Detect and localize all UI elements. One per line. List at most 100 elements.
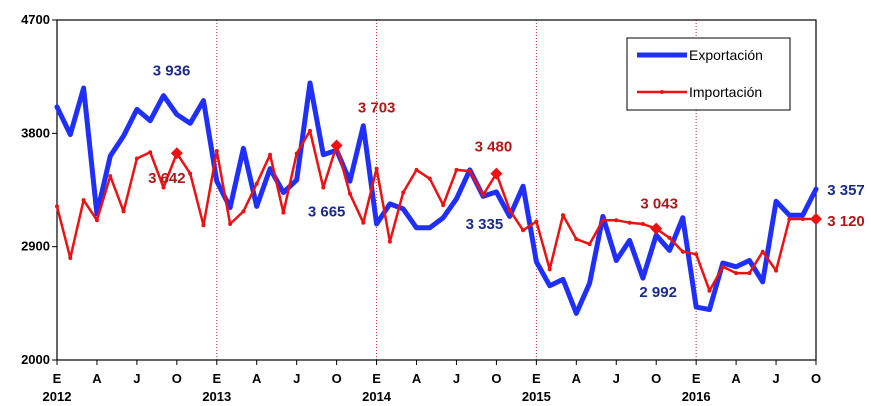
- data-label: 3 357: [827, 182, 865, 199]
- data-label: 3 480: [475, 139, 513, 156]
- data-point-importacion: [387, 239, 392, 244]
- data-point-importacion: [587, 242, 592, 247]
- data-label: 3 120: [827, 213, 865, 230]
- y-tick-label: 3800: [21, 125, 50, 140]
- data-point-importacion: [427, 176, 432, 181]
- data-point-importacion: [214, 148, 219, 153]
- y-tick-label: 4700: [21, 12, 50, 27]
- highlight-marker-importacion: [330, 139, 343, 152]
- data-point-importacion: [734, 271, 739, 276]
- x-tick-label: A: [572, 371, 582, 386]
- x-tick-label: O: [172, 371, 182, 386]
- data-point-importacion: [308, 128, 312, 133]
- data-point-importacion: [281, 210, 286, 215]
- highlight-marker-importacion: [650, 222, 663, 235]
- data-label: 3 642: [148, 170, 186, 187]
- x-tick-label: A: [252, 371, 262, 386]
- data-point-importacion: [134, 156, 139, 161]
- data-point-importacion: [627, 220, 632, 225]
- data-point-importacion: [321, 185, 326, 190]
- x-tick-label: O: [491, 371, 501, 386]
- x-tick-label: A: [412, 371, 422, 386]
- data-point-importacion: [454, 167, 459, 172]
- data-point-importacion: [188, 171, 193, 176]
- x-year-label: 2014: [362, 389, 392, 404]
- data-point-importacion: [600, 218, 605, 223]
- data-label: 3 043: [640, 196, 678, 213]
- data-point-importacion: [800, 216, 805, 221]
- data-point-importacion: [667, 235, 672, 240]
- data-point-importacion: [81, 198, 86, 203]
- data-point-importacion: [401, 190, 406, 195]
- x-year-label: 2013: [202, 389, 231, 404]
- x-tick-label: J: [133, 371, 140, 386]
- data-point-importacion: [148, 150, 153, 155]
- data-point-importacion: [374, 166, 379, 171]
- data-point-importacion: [787, 216, 792, 221]
- x-tick-label: E: [53, 371, 62, 386]
- series-line-exportacion: [54, 80, 819, 316]
- data-point-importacion: [707, 288, 712, 293]
- data-point-importacion: [574, 237, 579, 242]
- data-point-importacion: [161, 185, 166, 190]
- data-point-importacion: [94, 218, 99, 223]
- marker-layer: [55, 128, 822, 293]
- data-point-importacion: [481, 193, 486, 198]
- data-point-importacion: [614, 218, 619, 223]
- data-label: 2 992: [639, 284, 677, 301]
- data-point-importacion: [294, 151, 299, 156]
- x-year-label: 2012: [43, 389, 72, 404]
- series-line-importacion: [55, 129, 818, 292]
- data-point-importacion: [760, 249, 765, 254]
- y-tick-label: 2900: [21, 239, 50, 254]
- data-point-importacion: [441, 203, 446, 208]
- data-point-importacion: [241, 209, 246, 214]
- data-label: 3 665: [308, 203, 346, 220]
- x-year-label: 2015: [522, 389, 551, 404]
- data-point-importacion: [68, 256, 73, 260]
- x-year-label: 2016: [682, 389, 711, 404]
- x-tick-label: A: [92, 371, 102, 386]
- data-point-importacion: [108, 174, 113, 179]
- data-point-importacion: [521, 228, 526, 233]
- data-point-importacion: [694, 252, 699, 257]
- data-label: 3 335: [466, 216, 504, 233]
- legend: Exportación Importación: [626, 37, 791, 111]
- y-tick-label: 2000: [21, 352, 50, 367]
- data-point-importacion: [547, 267, 552, 272]
- x-tick-label: J: [613, 371, 620, 386]
- data-point-importacion: [720, 264, 725, 269]
- data-point-importacion: [534, 219, 539, 224]
- x-tick-label: O: [651, 371, 661, 386]
- annotation-layer: 3 936 3 642 3 703 3 665 3 480 3 335 3 043 2 992…: [148, 63, 865, 302]
- data-point-importacion: [228, 222, 233, 226]
- x-tick-label: E: [372, 371, 381, 386]
- legend-label-importacion: Importación: [689, 84, 762, 100]
- x-tick-label: J: [293, 371, 300, 386]
- series-layer: [54, 80, 819, 316]
- highlight-marker-importacion: [170, 147, 183, 160]
- highlight-marker-importacion: [490, 167, 503, 180]
- data-point-importacion: [747, 271, 752, 276]
- highlight-marker-importacion: [810, 212, 822, 225]
- data-point-importacion: [414, 167, 419, 172]
- data-point-importacion: [680, 249, 685, 254]
- x-tick-label: E: [692, 371, 701, 386]
- x-tick-label: A: [731, 371, 741, 386]
- legend-marker-importacion: [660, 90, 664, 94]
- x-tick-label: E: [212, 371, 221, 386]
- data-point-importacion: [507, 208, 512, 213]
- data-point-importacion: [121, 209, 126, 214]
- x-tick-label: J: [453, 371, 460, 386]
- data-point-importacion: [361, 220, 366, 225]
- x-tick-label: O: [332, 371, 342, 386]
- data-point-importacion: [201, 223, 206, 228]
- data-point-importacion: [347, 191, 352, 196]
- axes-layer: 2000 2900 3800 4700 E A J O E A J O E A J O E A J O E A J O 2012…: [21, 12, 821, 404]
- legend-label-exportacion: Exportación: [689, 47, 763, 63]
- data-label: 3 703: [358, 100, 396, 117]
- data-point-importacion: [561, 213, 565, 218]
- legend-box: [626, 37, 791, 111]
- data-point-importacion: [254, 181, 259, 186]
